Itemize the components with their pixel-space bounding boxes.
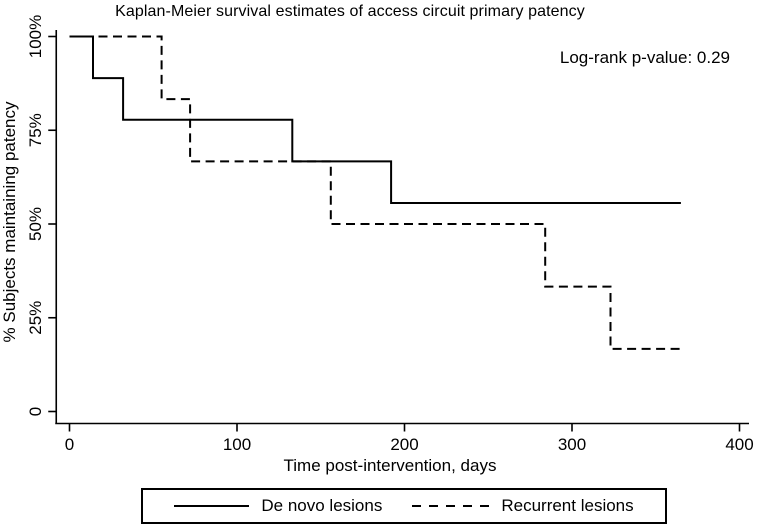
- legend-box: De novo lesions Recurrent lesions: [141, 488, 667, 524]
- y-tick-label: 50%: [26, 207, 45, 241]
- y-tick-label: 25%: [26, 301, 45, 335]
- legend-item-de-novo: De novo lesions: [174, 496, 382, 516]
- chart-title: Kaplan-Meier survival estimates of acces…: [115, 3, 585, 20]
- tick-labels: 0 100 200 300 400 0 25% 50% 75% 100%: [26, 15, 754, 454]
- y-axis-title: % Subjects maintaining patency: [0, 101, 19, 342]
- x-tick-label: 300: [558, 435, 586, 454]
- logrank-pvalue-annotation: Log-rank p-value: 0.29: [559, 48, 730, 67]
- x-tick-label: 0: [65, 435, 74, 454]
- legend-label-de-novo: De novo lesions: [261, 496, 383, 515]
- x-tick-label: 200: [390, 435, 418, 454]
- x-axis-title: Time post-intervention, days: [283, 456, 497, 475]
- legend-item-recurrent: Recurrent lesions: [412, 496, 634, 516]
- curve-recurrent-lesions: [69, 35, 681, 350]
- x-tick-label: 100: [223, 435, 251, 454]
- dashed-line-swatch: [412, 505, 490, 507]
- solid-line-swatch: [174, 505, 250, 507]
- survival-curves: [69, 35, 681, 350]
- x-tick-label: 400: [725, 435, 753, 454]
- y-tick-label: 100%: [26, 15, 45, 58]
- tick-marks: [48, 35, 741, 432]
- curve-de-novo-lesions: [69, 35, 681, 204]
- legend-label-recurrent: Recurrent lesions: [501, 496, 634, 515]
- axes: [55, 30, 749, 425]
- y-tick-label: 75%: [26, 113, 45, 147]
- y-tick-label: 0: [26, 407, 45, 416]
